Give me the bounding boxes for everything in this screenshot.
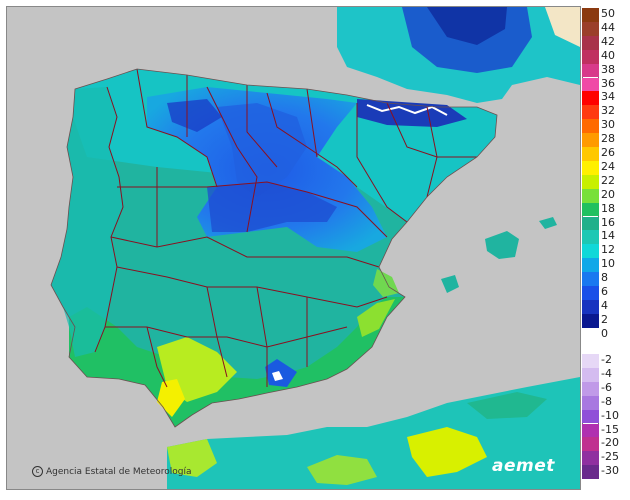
legend-swatch (582, 381, 599, 396)
cantabrian-cold (167, 99, 222, 132)
temperature-legend: 50 44 42 40 38 36 34 32 30 28 26 24 22 20 18 16 14 12 10 8 6… (582, 7, 630, 494)
algeria-coast (467, 392, 547, 419)
sierra-nevada-cold (265, 359, 297, 387)
legend-swatch (582, 423, 599, 438)
legend-label: 12 (601, 243, 615, 257)
legend-swatch (582, 49, 599, 64)
legend-label: 4 (601, 298, 608, 312)
legend-swatch (582, 63, 599, 78)
legend-label: 42 (601, 34, 615, 48)
legend-swatch (582, 409, 599, 424)
legend-label: 30 (601, 118, 615, 132)
legend-label: -10 (601, 408, 619, 422)
legend-label: 18 (601, 201, 615, 215)
sierra-nevada-snow (272, 371, 283, 381)
copyright-icon: c (32, 466, 43, 477)
legend-swatch (582, 147, 599, 161)
legend-swatch (582, 133, 599, 147)
legend-swatch (582, 119, 599, 134)
tangier-warm-zone (167, 439, 217, 477)
legend-label: -15 (601, 422, 619, 436)
legend-label: 0 (601, 326, 608, 340)
legend-swatch (582, 299, 599, 314)
legend-swatch (582, 188, 599, 203)
legend-label: 2 (601, 312, 608, 326)
legend-swatch (582, 174, 599, 189)
legend-swatch (582, 451, 599, 466)
mallorca-island (485, 231, 519, 259)
portugal-region (51, 87, 123, 357)
valencia-warm (373, 269, 399, 297)
legend-swatch (582, 91, 599, 106)
legend-swatch (582, 21, 599, 36)
credit-text: Agencia Estatal de Meteorología (46, 466, 192, 477)
morocco-warm-zone (407, 427, 487, 477)
legend-label: 44 (601, 20, 615, 34)
province-borders (94, 68, 477, 388)
legend-swatch (582, 8, 599, 22)
legend-label: -8 (601, 394, 612, 408)
legend-swatch (582, 160, 599, 175)
alps-cold-core (427, 7, 507, 45)
pyrenees-cold (357, 99, 467, 127)
legend-label: -4 (601, 366, 612, 380)
legend-swatch (582, 216, 599, 231)
legend-label: 22 (601, 173, 615, 187)
legend-swatch (582, 327, 599, 342)
map-canvas (7, 7, 580, 489)
legend-swatch (582, 105, 599, 120)
legend-label: 16 (601, 215, 615, 229)
legend-swatch (582, 77, 599, 92)
outside-domain-area (545, 7, 580, 47)
legend-swatch (582, 244, 599, 259)
legend-label: -6 (601, 380, 612, 394)
legend-label: 26 (601, 146, 615, 159)
legend-label: 40 (601, 48, 615, 62)
legend-label: 14 (601, 229, 615, 243)
legend-swatch (582, 202, 599, 217)
legend-swatch (582, 272, 599, 286)
cadiz-hot-zone (157, 379, 185, 417)
legend-label: 28 (601, 132, 615, 146)
legend-label: -20 (601, 436, 619, 450)
legend-label: -2 (601, 353, 612, 366)
legend-swatch (582, 258, 599, 273)
rif-warm-zone (307, 455, 377, 485)
aemet-logo: aemet (492, 456, 555, 476)
legend-swatch (582, 313, 599, 328)
pyrenees-snow-line (366, 104, 448, 116)
temperature-map (6, 6, 581, 490)
legend-swatch (582, 465, 599, 480)
legend-label: 20 (601, 187, 615, 201)
legend-label: 32 (601, 104, 615, 118)
legend-swatch (582, 286, 599, 300)
legend-swatch (582, 35, 599, 50)
murcia-warm (357, 299, 395, 337)
central-system-cold (207, 182, 337, 232)
legend-label: 34 (601, 90, 615, 104)
legend-label: 38 (601, 62, 615, 76)
legend-swatch (582, 230, 599, 245)
legend-swatch (582, 395, 599, 410)
legend-label: 10 (601, 257, 615, 271)
legend-label: 36 (601, 76, 615, 90)
legend-swatch (582, 354, 599, 368)
legend-label: -30 (601, 464, 619, 478)
legend-label: 6 (601, 285, 608, 298)
credit-line: c Agencia Estatal de Meteorología (32, 466, 192, 477)
peninsula-coastline (50, 68, 498, 428)
menorca-island (539, 217, 557, 229)
legend-swatch (582, 437, 599, 452)
ibiza-island (441, 275, 459, 293)
legend-label: 24 (601, 159, 615, 173)
legend-label: 8 (601, 271, 608, 285)
legend-label: 50 (601, 7, 615, 20)
legend-swatch (582, 367, 599, 382)
legend-label: -25 (601, 450, 619, 464)
